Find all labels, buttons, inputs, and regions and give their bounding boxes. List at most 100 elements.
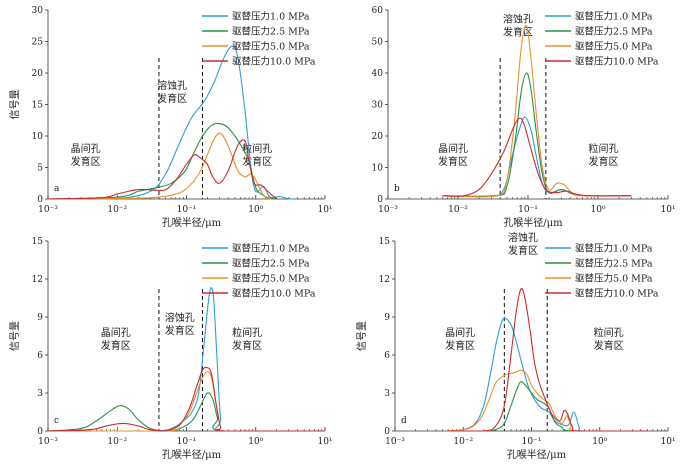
- y-tick-label: 15: [32, 101, 44, 111]
- y-tick-label: 5: [37, 164, 43, 174]
- series-line-2-5: [47, 392, 325, 432]
- series-line-5-0: [48, 370, 325, 432]
- region-label: 发育区: [101, 339, 131, 352]
- region-label: 发育区: [589, 155, 619, 168]
- series-line-10-0: [47, 139, 277, 200]
- series-line-2-5: [448, 381, 648, 432]
- y-tick-label: 12: [379, 275, 390, 285]
- y-tick-label: 3: [384, 389, 390, 399]
- legend-label: 驱替压力10.0 MPa: [575, 288, 659, 300]
- panel-letter: c: [54, 416, 59, 426]
- legend-label: 驱替压力1.0 MPa: [575, 11, 653, 23]
- legend-label: 驱替压力2.5 MPa: [232, 258, 310, 270]
- x-tick-label: 10¹: [660, 205, 675, 215]
- series-line-5-0: [442, 25, 632, 198]
- region-label: 溶蚀孔: [157, 79, 187, 92]
- series-line-2-5: [47, 122, 277, 200]
- chart-panel-b: 0 10 20 30 40 50 60 10⁻³ 10⁻² 10⁻¹ 10⁰ 10¹ 孔喉半径/μm 晶间…: [372, 6, 676, 229]
- legend-label: 驱替压力10.0 MPa: [575, 56, 659, 68]
- region-label: 发育区: [594, 339, 624, 352]
- x-tick-label: 10⁰: [248, 437, 263, 447]
- panel-letter: d: [401, 416, 407, 426]
- x-tick-label: 10¹: [660, 437, 675, 447]
- series-line-10-0: [47, 366, 325, 432]
- series-line-5-0: [448, 369, 648, 432]
- x-tick-label: 10⁻²: [448, 205, 468, 215]
- y-tick-label: 0: [377, 195, 383, 205]
- y-tick-label: 0: [384, 427, 390, 437]
- y-tick-label: 0: [37, 427, 43, 437]
- y-tick-label: 30: [372, 101, 384, 111]
- region-label: 发育区: [232, 339, 262, 352]
- legend-label: 驱替压力2.5 MPa: [232, 26, 310, 38]
- series-line-1-0: [48, 287, 325, 432]
- panel-letter: b: [394, 184, 400, 194]
- x-tick-label: 10⁻¹: [522, 437, 542, 447]
- region-label: 晶间孔: [445, 326, 475, 339]
- x-tick-label: 10⁰: [590, 205, 605, 215]
- legend-label: 驱替压力2.5 MPa: [575, 26, 653, 38]
- x-tick-label: 10⁻³: [378, 205, 398, 215]
- legend-label: 驱替压力10.0 MPa: [232, 56, 316, 68]
- x-tick-label: 10⁻¹: [177, 437, 197, 447]
- y-axis-title: 信号量: [9, 90, 21, 120]
- region-label: 粒间孔: [594, 326, 624, 339]
- region-label: 发育区: [503, 26, 533, 39]
- region-label: 发育区: [438, 155, 468, 168]
- legend-label: 驱替压力5.0 MPa: [232, 273, 310, 285]
- y-tick-label: 20: [372, 132, 384, 142]
- region-label: 晶间孔: [71, 142, 101, 155]
- x-tick-label: 10⁻²: [107, 437, 127, 447]
- series-line-10-0: [442, 117, 632, 197]
- series-line-1-0: [47, 45, 294, 200]
- y-tick-label: 6: [37, 351, 43, 361]
- series-line-5-0: [47, 132, 272, 200]
- y-tick-label: 15: [379, 237, 391, 247]
- legend-label: 驱替压力1.0 MPa: [232, 243, 310, 255]
- legend-label: 驱替压力5.0 MPa: [232, 41, 310, 53]
- x-tick-label: 10¹: [317, 437, 332, 447]
- y-tick-label: 3: [37, 389, 43, 399]
- region-label: 发育区: [445, 339, 475, 352]
- y-tick-label: 0: [37, 195, 43, 205]
- y-axis-title: 信号量: [356, 321, 368, 351]
- region-label: 溶蚀孔: [508, 231, 538, 244]
- x-tick-label: 10⁻³: [38, 205, 58, 215]
- x-tick-label: 10⁰: [248, 205, 263, 215]
- series-line-10-0: [448, 288, 648, 432]
- y-tick-label: 10: [372, 164, 384, 174]
- legend-label: 驱替压力2.5 MPa: [575, 258, 653, 270]
- y-tick-label: 40: [372, 69, 384, 79]
- x-tick-label: 10⁻³: [385, 437, 405, 447]
- y-tick-label: 30: [32, 6, 44, 16]
- legend-label: 驱替压力1.0 MPa: [575, 243, 653, 255]
- x-tick-label: 10⁻²: [453, 437, 473, 447]
- region-label: 粒间孔: [242, 142, 272, 155]
- y-tick-label: 12: [32, 275, 43, 285]
- y-tick-label: 20: [32, 69, 44, 79]
- x-tick-label: 10⁻¹: [518, 205, 538, 215]
- region-label: 晶间孔: [438, 142, 468, 155]
- region-label: 晶间孔: [101, 326, 131, 339]
- y-tick-label: 10: [32, 132, 44, 142]
- x-axis-title: 孔喉半径/μm: [507, 448, 567, 461]
- legend-label: 驱替压力5.0 MPa: [575, 41, 653, 53]
- panel-letter: a: [54, 184, 60, 194]
- y-tick-label: 9: [37, 313, 43, 323]
- region-label: 发育区: [71, 155, 101, 168]
- series-line-1-0: [448, 317, 648, 432]
- region-label: 粒间孔: [232, 326, 262, 339]
- series-line-2-5: [442, 72, 632, 198]
- y-tick-label: 50: [372, 38, 384, 48]
- x-axis-title: 孔喉半径/μm: [162, 216, 222, 229]
- legend-label: 驱替压力10.0 MPa: [232, 288, 316, 300]
- region-label: 溶蚀孔: [165, 311, 195, 324]
- y-tick-label: 9: [384, 313, 390, 323]
- x-axis-title: 孔喉半径/μm: [162, 448, 222, 461]
- x-axis-title: 孔喉半径/μm: [503, 216, 563, 229]
- x-tick-label: 10⁻²: [107, 205, 127, 215]
- x-tick-label: 10⁻³: [38, 437, 58, 447]
